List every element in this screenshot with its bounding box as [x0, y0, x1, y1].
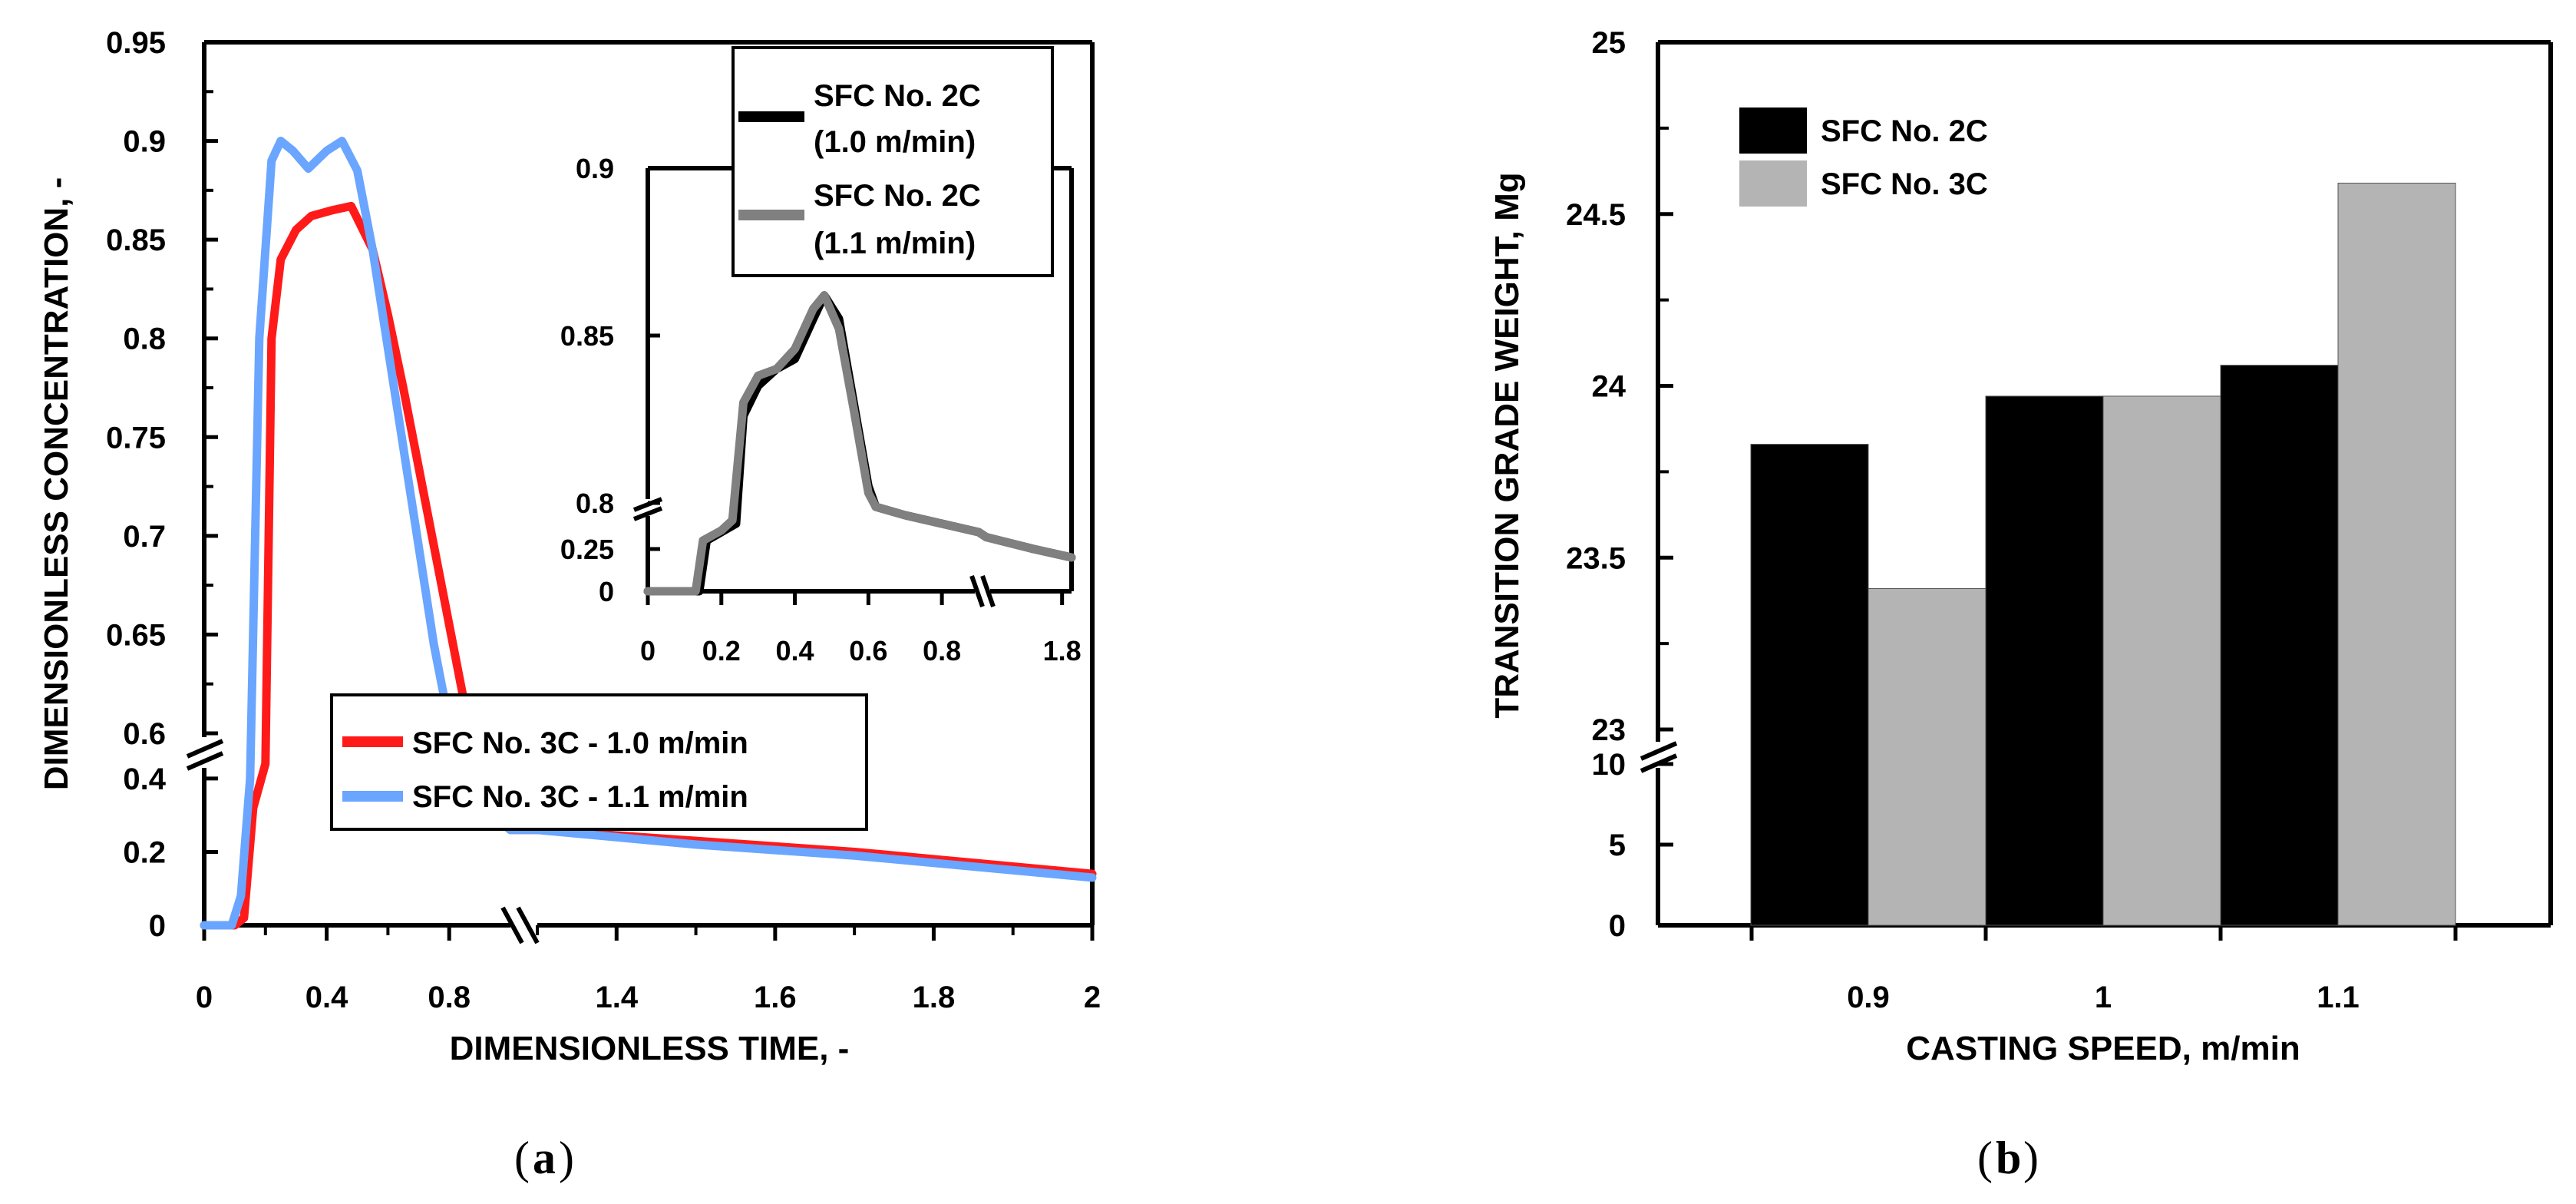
chart-b-y-tick-label: 0 — [1609, 909, 1626, 943]
chart-a-inset-legend-label-1a: SFC No. 2C — [814, 79, 981, 113]
chart-a-x-axis: 0 0.4 0.8 1.4 1.6 1.8 2 — [196, 925, 1101, 1014]
chart-b-legend: SFC No. 2C SFC No. 3C — [1739, 108, 1988, 207]
chart-a-y-tick-label: 0.65 — [106, 618, 166, 652]
chart-a-inset-x-tick-label: 1.8 — [1043, 635, 1082, 666]
chart-a-inset-x-break-mark — [969, 575, 996, 607]
svg-text:): ) — [559, 1133, 574, 1183]
chart-a-y-tick-label: 0.85 — [106, 223, 166, 257]
chart-a-inset-x-tick-label: 0.6 — [849, 635, 887, 666]
chart-a-y-tick-label: 0.8 — [123, 322, 166, 356]
chart-a-y-tick-label: 0 — [149, 909, 166, 943]
chart-b-bar-2-2 — [2102, 395, 2221, 926]
chart-a-x-tick-label: 0.8 — [428, 981, 471, 1014]
chart-b-y-tick-label: 23.5 — [1566, 541, 1626, 575]
chart-b-bar-1-3 — [2220, 365, 2339, 926]
chart-b-y-tick-label: 10 — [1592, 748, 1627, 782]
chart-a-x-tick-label: 1.4 — [595, 981, 638, 1014]
chart-a-y-tick-label: 0.6 — [123, 717, 166, 751]
chart-a-y-tick-label: 0.7 — [123, 520, 166, 554]
chart-b-x-tick-label: 1.1 — [2317, 981, 2360, 1014]
chart-a-inset-series — [643, 291, 1076, 596]
chart-b-x-tick-label: 1 — [2095, 981, 2112, 1014]
chart-b-x-axis: 0.9 1 1.1 — [1749, 925, 2458, 1014]
chart-a-x-tick-label: 0.4 — [305, 981, 348, 1014]
chart-a-inset: 0.9 0.85 0.8 0.25 0 0 0.2 0.4 0.6 0.8 1.8 SFC No.… — [560, 46, 1082, 666]
chart-a-inset-y-tick-label: 0 — [599, 576, 614, 607]
panel-label-a-group: ( a ) — [514, 1133, 574, 1183]
chart-a-y-tick-label: 0.75 — [106, 421, 166, 455]
panel-label-a: a — [533, 1133, 556, 1183]
chart-b-bar-2-1 — [1868, 588, 1986, 926]
chart-a-x-tick-label: 1.8 — [913, 981, 956, 1014]
chart-a-x-break-mark — [500, 906, 540, 944]
panel-label-b-group: ( b ) — [1977, 1133, 2039, 1183]
chart-a-inset-y-tick-label: 0.9 — [576, 153, 614, 184]
chart-b-bars — [1750, 182, 2456, 926]
chart-b-y-tick-label: 24.5 — [1566, 198, 1626, 232]
chart-a-inset-y-tick-label: 0.85 — [560, 320, 614, 352]
chart-a-inset-x-tick-label: 0.4 — [776, 635, 814, 666]
chart-b-y-tick-label: 24 — [1592, 370, 1627, 404]
chart-b-bar-2-3 — [2337, 182, 2456, 926]
chart-b-y-tick-label: 25 — [1592, 26, 1627, 60]
chart-a-inset-y-axis: 0.9 0.85 0.8 0.25 0 — [560, 153, 660, 607]
chart-a-y-break-mark — [186, 739, 224, 771]
chart-a-x-tick-label: 0 — [196, 981, 213, 1014]
chart-b-y-axis-title: TRANSITION GRADE WEIGHT, Mg — [1488, 172, 1526, 718]
svg-text:): ) — [2023, 1133, 2039, 1183]
chart-a-inset-legend-box — [732, 46, 1054, 277]
chart-a-legend: SFC No. 3C - 1.0 m/min SFC No. 3C - 1.1 … — [330, 693, 868, 831]
chart-a-y-axis: 0.95 0.9 0.85 0.8 0.75 0.7 0.65 0.6 0.4 0.2 0 — [106, 26, 218, 943]
chart-a-inset-legend-label-2b: (1.1 m/min) — [814, 227, 976, 260]
chart-a-y-tick-label: 0.4 — [123, 762, 166, 796]
chart-b-legend-swatch-2 — [1739, 160, 1807, 207]
chart-b-x-axis-title: CASTING SPEED, m/min — [1906, 1030, 2300, 1067]
chart-a-inset-legend-label-2a: SFC No. 2C — [814, 179, 981, 213]
chart-a-x-tick-label: 1.6 — [754, 981, 797, 1014]
chart-a-frame — [202, 40, 1095, 928]
chart-a-inset-legend: SFC No. 2C (1.0 m/min) SFC No. 2C (1.1 m… — [732, 46, 1054, 277]
chart-b-y-break-mark — [1640, 741, 1678, 773]
chart-a-legend-box — [330, 693, 868, 831]
chart-b-legend-label-1: SFC No. 2C — [1821, 114, 1988, 148]
chart-a-inset-legend-label-1b: (1.0 m/min) — [814, 125, 976, 159]
chart-b-legend-swatch-1 — [1739, 108, 1807, 154]
chart-a-inset-x-tick-label: 0.2 — [702, 635, 741, 666]
chart-b-y-tick-label: 23 — [1592, 713, 1627, 747]
chart-a-legend-label-1: SFC No. 3C - 1.0 m/min — [412, 726, 748, 760]
chart-a-inset-x-axis: 0 0.2 0.4 0.6 0.8 1.8 — [640, 591, 1082, 666]
chart-a-inset-y-tick-label: 0.8 — [576, 488, 614, 519]
chart-b-legend-label-2: SFC No. 3C — [1821, 167, 1988, 201]
chart-a-y-tick-label: 0.9 — [123, 125, 166, 159]
chart-a: 0.95 0.9 0.85 0.8 0.75 0.7 0.65 0.6 0.4 0.2 0 0 0.4… — [38, 26, 1101, 1067]
chart-a-inset-series-line-2 — [643, 291, 1076, 596]
chart-b-y-tick-label: 5 — [1609, 829, 1626, 862]
chart-b-bar-1-2 — [1985, 395, 2104, 926]
svg-text:(: ( — [1977, 1133, 1993, 1183]
chart-b-x-tick-label: 0.9 — [1847, 981, 1890, 1014]
chart-a-y-tick-label: 0.2 — [123, 835, 166, 869]
svg-text:(: ( — [514, 1133, 530, 1183]
chart-a-inset-y-tick-label: 0.25 — [560, 534, 614, 565]
chart-a-x-axis-title: DIMENSIONLESS TIME, - — [450, 1030, 850, 1067]
panel-label-b: b — [1996, 1133, 2021, 1183]
chart-a-x-tick-label: 2 — [1084, 981, 1101, 1014]
chart-a-inset-x-tick-label: 0.8 — [923, 635, 961, 666]
chart-a-inset-x-tick-label: 0 — [640, 635, 656, 666]
chart-b-bar-1-1 — [1750, 444, 1869, 926]
chart-a-y-tick-label: 0.95 — [106, 26, 166, 60]
chart-a-y-axis-title: DIMENSIONLESS CONCENTRATION, - — [38, 177, 75, 791]
chart-a-legend-label-2: SFC No. 3C - 1.1 m/min — [412, 780, 748, 814]
